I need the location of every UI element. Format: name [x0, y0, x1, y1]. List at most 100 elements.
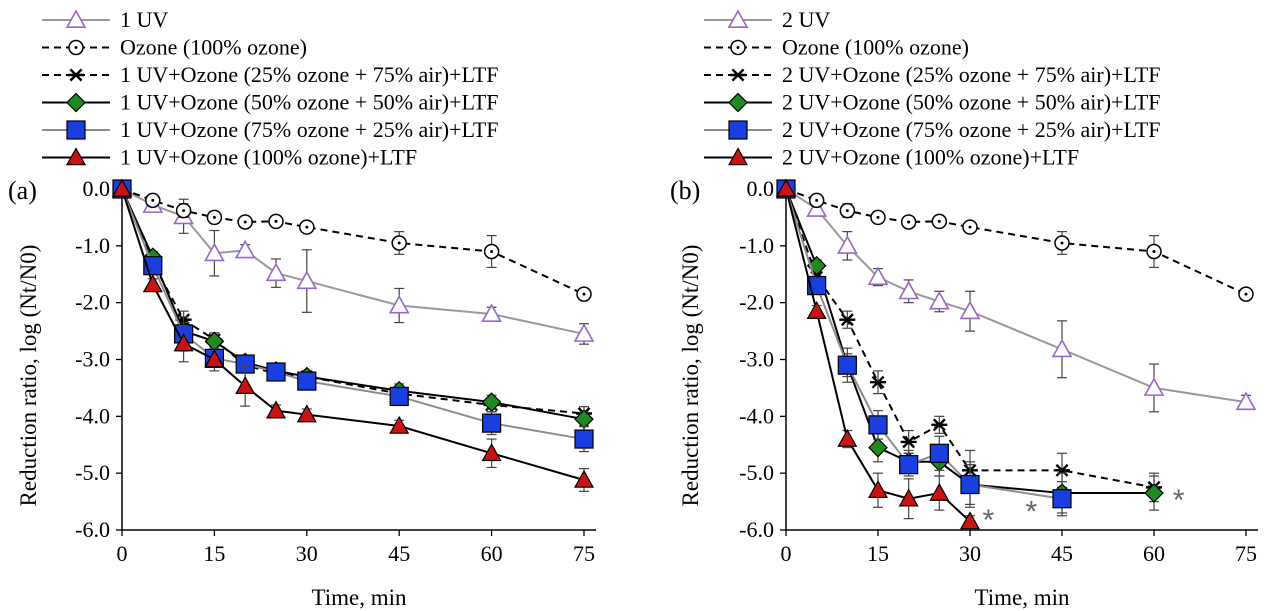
- data-point: [481, 392, 502, 412]
- data-point-dot: [1060, 241, 1064, 245]
- data-point: [900, 435, 917, 449]
- data-point: [573, 323, 595, 342]
- data-point-dot: [845, 209, 849, 213]
- data-point-dot: [815, 198, 819, 202]
- y-tick-label: -5.0: [75, 460, 110, 485]
- x-tick-label: 0: [117, 541, 128, 566]
- legend-label: 2 UV+Ozone (75% ozone + 25% air)+LTF: [782, 117, 1161, 142]
- legend-label: 1 UV+Ozone (25% ozone + 75% air)+LTF: [120, 62, 499, 87]
- data-point: [389, 386, 409, 407]
- x-tick-label: 45: [1051, 541, 1073, 566]
- legend-marker: [730, 68, 746, 82]
- data-point: [1235, 391, 1257, 411]
- x-tick-label: 60: [481, 541, 503, 566]
- legend-label: Ozone (100% ozone): [782, 35, 969, 60]
- data-point: [868, 415, 888, 435]
- data-point-dot: [490, 250, 494, 254]
- legend-label: 1 UV+Ozone (50% ozone + 50% air)+LTF: [120, 90, 499, 115]
- data-point: [929, 443, 949, 463]
- legend-marker: [728, 120, 748, 140]
- series-ozone-100-ozone: [778, 181, 1254, 302]
- data-point: [235, 375, 256, 395]
- legend-marker: [68, 68, 84, 82]
- data-point: [928, 290, 950, 310]
- data-point: [297, 371, 317, 391]
- x-tick-label: 0: [781, 541, 792, 566]
- y-tick-label: -2.0: [739, 290, 774, 315]
- series-line: [785, 188, 971, 523]
- data-point-dot: [243, 220, 247, 224]
- legend-marker: [66, 120, 86, 140]
- data-point: [204, 349, 225, 368]
- data-point: [929, 482, 950, 501]
- data-point: [837, 355, 857, 375]
- data-point: [806, 300, 827, 319]
- legend-label: 1 UV+Ozone (100% ozone)+LTF: [120, 145, 417, 170]
- y-axis-title: Reduction ratio, log (Nt/N0): [678, 245, 703, 507]
- x-tick-label: 30: [296, 541, 318, 566]
- data-point: [265, 262, 287, 282]
- data-point-dot: [937, 219, 941, 223]
- y-tick-label: -3.0: [75, 347, 110, 372]
- y-axis-title: Reduction ratio, log (Nt/N0): [16, 245, 41, 507]
- data-point-dot: [212, 215, 216, 219]
- data-point-dot: [876, 215, 880, 219]
- data-point: [775, 178, 797, 197]
- chart-panel-b: 0.0 -1.0 -2.0 -3.0 -4.0 -5.0 -6.0 0 15 30 45 60 75 Ti…: [670, 7, 1258, 610]
- legend-item-ozone-100-ozone: Ozone (100% ozone): [704, 35, 969, 60]
- legend-marker-dot: [736, 46, 740, 49]
- panel-label: (a): [8, 176, 37, 205]
- series-line: [121, 188, 585, 296]
- legend-label: 1 UV+Ozone (75% ozone + 25% air)+LTF: [120, 117, 499, 142]
- legend-item-1-uv-ozone-25-ozone-75-air-ltf: 1 UV+Ozone (25% ozone + 75% air)+LTF: [42, 62, 499, 87]
- annotation-asterisk: *: [983, 504, 995, 537]
- data-point: [266, 362, 286, 382]
- legend-label: 2 UV+Ozone (25% ozone + 75% air)+LTF: [782, 62, 1161, 87]
- annotation-asterisk: *: [1025, 495, 1037, 528]
- legend-item-1-uv-ozone-75-ozone-25-air-ltf: 1 UV+Ozone (75% ozone + 25% air)+LTF: [42, 117, 499, 142]
- x-tick-label: 75: [1235, 541, 1257, 566]
- data-point: [265, 400, 287, 419]
- data-point: [173, 333, 194, 352]
- data-point: [1144, 483, 1164, 503]
- chart-panel-a: 0.0 -1.0 -2.0 -3.0 -4.0 -5.0 -6.0 0 15 30 45 60 75 Ti…: [8, 7, 596, 610]
- data-point: [296, 270, 318, 290]
- x-tick-label: 75: [573, 541, 595, 566]
- y-tick-label: -5.0: [739, 460, 774, 485]
- legend-item-ozone-100-ozone: Ozone (100% ozone): [42, 35, 307, 60]
- data-point: [898, 280, 920, 300]
- x-tick-label: 15: [203, 541, 225, 566]
- data-point: [111, 178, 133, 197]
- data-point: [1143, 377, 1165, 396]
- legend-label: Ozone (100% ozone): [120, 35, 307, 60]
- legend-item-1-uv-ozone-100-ozone-ltf: 1 UV+Ozone (100% ozone)+LTF: [42, 145, 417, 170]
- data-point: [867, 266, 889, 286]
- data-point: [1052, 489, 1072, 509]
- data-point: [836, 235, 858, 254]
- data-point-dot: [182, 209, 186, 213]
- y-tick-label: -6.0: [739, 517, 774, 542]
- series-line: [785, 188, 1247, 404]
- y-tick-label: -1.0: [739, 233, 774, 258]
- data-point: [868, 437, 888, 458]
- data-point: [837, 428, 858, 447]
- x-tick-label: 30: [959, 541, 981, 566]
- data-point: [899, 455, 919, 475]
- data-point-dot: [582, 292, 586, 296]
- data-point: [388, 294, 410, 314]
- series-line: [121, 188, 585, 441]
- series-line: [121, 188, 585, 421]
- legend-item-1-uv-ozone-50-ozone-50-air-ltf: 1 UV+Ozone (50% ozone + 50% air)+LTF: [42, 90, 499, 115]
- legend-label: 2 UV+Ozone (100% ozone)+LTF: [782, 145, 1079, 170]
- series-1-uv-ozone-100-ozone-ltf: [111, 178, 595, 492]
- data-point: [573, 469, 595, 488]
- y-tick-label: -1.0: [75, 233, 110, 258]
- data-point: [204, 242, 225, 262]
- series-1-uv-ozone-75-ozone-25-air-ltf: [112, 179, 594, 453]
- x-tick-label: 60: [1143, 541, 1165, 566]
- data-point-dot: [1244, 292, 1248, 296]
- data-point: [482, 413, 502, 433]
- data-point-dot: [151, 198, 155, 202]
- legend-item-2-uv-ozone-75-ozone-25-air-ltf: 2 UV+Ozone (75% ozone + 25% air)+LTF: [704, 117, 1161, 142]
- data-point: [389, 415, 410, 434]
